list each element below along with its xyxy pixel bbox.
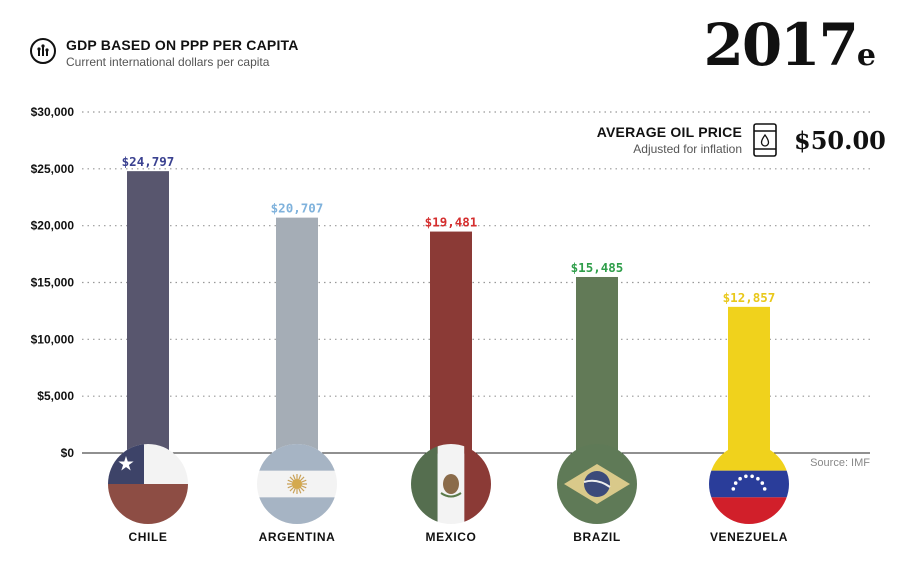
value-label: $20,707 (271, 201, 324, 216)
brazil-flag-icon (557, 444, 637, 524)
value-label: $19,481 (425, 215, 478, 230)
oil-price-label: AVERAGE OIL PRICE Adjusted for inflation (597, 124, 742, 156)
bar-venezuela (728, 306, 770, 453)
y-tick-label: $5,000 (37, 389, 74, 403)
category-label: BRAZIL (573, 530, 621, 544)
bar-brazil (576, 276, 618, 453)
bar-argentina (276, 217, 318, 453)
chart-icon (30, 38, 56, 64)
category-label: CHILE (129, 530, 168, 544)
oil-price-value: $50.00 (794, 126, 886, 155)
y-tick-label: $10,000 (31, 332, 75, 346)
chile-flag-icon (108, 444, 188, 524)
chart-subtitle: Current international dollars per capita (66, 55, 270, 69)
y-tick-label: $25,000 (31, 162, 75, 176)
category-label: VENEZUELA (710, 530, 788, 544)
oil-price-title: AVERAGE OIL PRICE (596, 124, 742, 140)
chart-title: GDP BASED ON PPP PER CAPITA (66, 37, 299, 53)
category-label: ARGENTINA (259, 530, 336, 544)
y-tick-label: $15,000 (31, 276, 75, 290)
value-label: $12,857 (723, 290, 776, 305)
source-note: Source: IMF (810, 457, 870, 469)
argentina-flag-icon (257, 444, 337, 524)
y-tick-label: $30,000 (31, 105, 75, 119)
oil-barrel-icon (752, 122, 778, 158)
venezuela-flag-icon (709, 444, 789, 524)
mexico-flag-icon (411, 444, 491, 524)
category-label: MEXICO (426, 530, 477, 544)
oil-price-subtitle: Adjusted for inflation (633, 142, 742, 156)
year-label: 2017e (703, 11, 876, 79)
bar-mexico (430, 231, 472, 453)
bar-chile (127, 171, 169, 454)
y-tick-label: $20,000 (31, 219, 75, 233)
value-label: $24,797 (122, 154, 175, 169)
value-label: $15,485 (571, 260, 624, 275)
y-tick-label: $0 (61, 446, 75, 460)
